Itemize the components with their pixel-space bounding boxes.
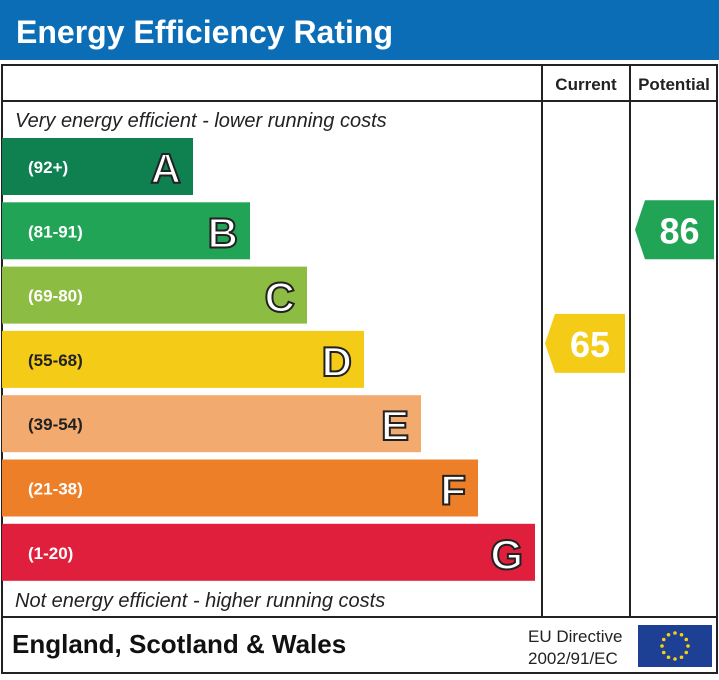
band-bar-g	[2, 523, 535, 581]
band-bar-e	[2, 395, 421, 453]
chart-title: Energy Efficiency Rating	[16, 14, 393, 50]
band-range-e: (39-54)	[28, 415, 83, 434]
eu-star	[686, 644, 690, 648]
directive-line2: 2002/91/EC	[528, 649, 618, 668]
band-letter-c: C	[265, 274, 295, 321]
band-bar-f	[2, 459, 478, 517]
current-rating-value: 65	[570, 324, 610, 365]
region-label: England, Scotland & Wales	[12, 629, 346, 659]
band-bar-c	[2, 266, 307, 324]
title-bar	[0, 0, 719, 60]
eu-star	[666, 632, 671, 637]
eu-star	[661, 637, 666, 642]
band-letter-b: B	[208, 209, 238, 256]
eu-star	[673, 631, 677, 635]
band-letter-g: G	[490, 531, 523, 578]
top-note: Very energy efficient - lower running co…	[15, 110, 387, 132]
eu-star	[684, 650, 689, 655]
potential-rating-arrow	[635, 200, 714, 260]
bottom-note: Not energy efficient - higher running co…	[15, 590, 385, 612]
band-letter-f: F	[440, 467, 466, 514]
eu-star	[660, 644, 664, 648]
potential-rating-value: 86	[659, 210, 699, 251]
band-letter-e: E	[381, 402, 409, 449]
band-range-d: (55-68)	[28, 351, 83, 370]
current-rating-arrow	[545, 313, 625, 373]
band-bar-a	[2, 138, 193, 195]
band-range-c: (69-80)	[28, 287, 83, 306]
eu-star	[666, 655, 671, 660]
band-range-g: (1-20)	[28, 544, 73, 563]
eu-star	[679, 655, 684, 660]
band-letter-a: A	[151, 145, 181, 192]
current-header: Current	[555, 75, 617, 94]
eu-star	[661, 650, 666, 655]
band-letter-d: D	[322, 338, 352, 385]
eu-star	[673, 657, 677, 661]
band-range-b: (81-91)	[28, 222, 83, 241]
eu-star	[679, 632, 684, 637]
eu-flag-icon	[638, 625, 712, 667]
band-range-a: (92+)	[28, 158, 68, 177]
eu-star	[684, 637, 689, 642]
band-range-f: (21-38)	[28, 480, 83, 499]
band-bar-b	[2, 202, 250, 260]
potential-header: Potential	[638, 75, 710, 94]
directive-line1: EU Directive	[528, 627, 622, 646]
band-bar-d	[2, 330, 364, 388]
